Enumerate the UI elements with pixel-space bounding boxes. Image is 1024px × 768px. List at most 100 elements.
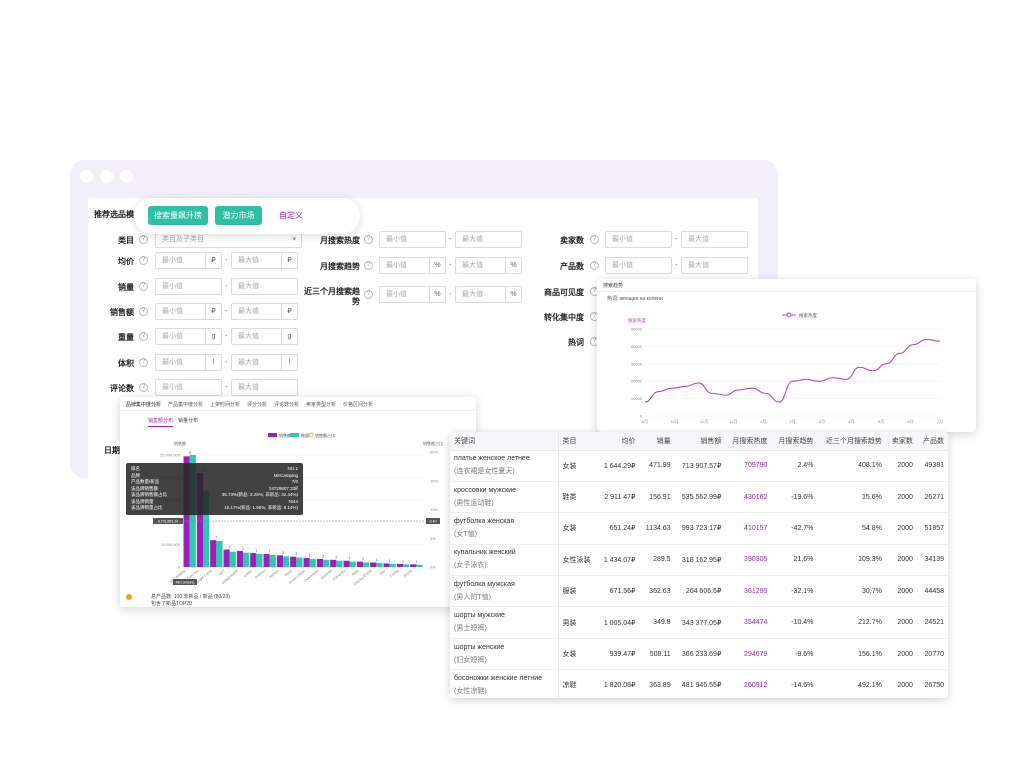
- y-right-tick: 10%: [430, 507, 438, 512]
- table-column-header[interactable]: 月搜索热度: [725, 432, 772, 451]
- table-column-header[interactable]: 均价: [597, 432, 640, 451]
- tooltip-key: 该品牌销售额占比: [131, 492, 167, 497]
- bar-data-label: 2: [229, 545, 231, 549]
- table-row[interactable]: шорты мужские (男士短裤) 男装 1 005.04₽ 349.8 343 3…: [450, 606, 948, 639]
- x-tick-label: Sahara: [268, 569, 279, 579]
- bar-quantity: [269, 554, 276, 567]
- mode-button-potential-market[interactable]: 潜力市场: [215, 206, 262, 225]
- bar-sales: [396, 563, 403, 567]
- sales-cell: 362.63: [639, 575, 675, 608]
- bar-quantity: [256, 554, 263, 567]
- keyword-translation: (男士短裤): [454, 625, 487, 633]
- analysis-tab[interactable]: 评分分析: [247, 402, 268, 408]
- monthly-heat-max-input[interactable]: 最大值: [455, 231, 522, 248]
- y-left-tick: 0: [178, 565, 181, 570]
- trend-card-subtitle: 热词: женщин на колени: [607, 296, 663, 302]
- table-row[interactable]: босоножки женские летние (女性凉鞋) 凉鞋 1 820.08…: [450, 669, 948, 698]
- sellers-cell: 2000: [885, 512, 917, 545]
- x-tick-label: 12月: [729, 419, 737, 424]
- mode-button-custom[interactable]: 自定义: [279, 211, 303, 220]
- table-column-header[interactable]: 月搜索趋势: [771, 432, 818, 451]
- avg_price-min-input[interactable]: 最小值 ₽: [155, 252, 222, 269]
- table-row[interactable]: кроссовки мужские (男性运动鞋) 鞋类 2 911.47₽ 156.9…: [450, 481, 948, 514]
- monthly-trend-min-input[interactable]: 最小值%: [379, 257, 446, 274]
- analysis-tab[interactable]: 评论数分析: [274, 402, 300, 408]
- sales-min-input[interactable]: 最小值: [155, 278, 222, 295]
- revenue-cell: 318 162.95₽: [674, 544, 726, 577]
- reviews-max-input[interactable]: 最大值: [231, 379, 298, 396]
- table-column-header[interactable]: 近三个月搜索趋势: [817, 432, 886, 451]
- table-row[interactable]: платье женское летнее (连衣裙是女性夏天) 女装 1 644.2…: [450, 450, 948, 482]
- analysis-tab[interactable]: 上架时间分析: [210, 402, 241, 408]
- analysis-subtab[interactable]: 销售额分布: [148, 417, 174, 427]
- products-max-input[interactable]: 最大值: [681, 257, 748, 274]
- table-column-header[interactable]: 关键词: [450, 432, 559, 451]
- analysis-tab[interactable]: 品牌集中度分析: [126, 402, 162, 408]
- bar-quantity: [376, 562, 383, 567]
- date-label: 日期: [104, 446, 120, 455]
- sellers-cell: 2000: [885, 606, 917, 639]
- y-right-tick: 15%: [430, 478, 438, 483]
- revenue-cell: 713 907.57₽: [674, 450, 726, 482]
- input-placeholder: 最小值: [162, 384, 183, 391]
- input-placeholder: 最小值: [386, 236, 407, 243]
- products-cell: 24521: [916, 606, 948, 639]
- table-row[interactable]: футболка мужская (男人的T恤) 服装 671.56₽ 362.63 26…: [450, 575, 948, 608]
- table-column-header[interactable]: 产品数: [916, 432, 948, 451]
- range-dash: -: [675, 260, 678, 269]
- footer-dot-icon: [126, 594, 132, 600]
- bar-data-label: 7: [215, 536, 217, 540]
- monthly-heat-min-input[interactable]: 最小值: [379, 231, 446, 248]
- analysis-tab[interactable]: 卖家类型分析: [306, 402, 337, 408]
- mode-button-search-rising[interactable]: 搜索量飙升榜: [148, 206, 208, 225]
- bar-tooltip: 排名 NO.1 品牌 MirCamping 产品数量/新品 7/0 该品牌销售额 247288…: [126, 463, 303, 515]
- volume-min-input[interactable]: 最小值 l: [155, 354, 222, 371]
- table-column-header[interactable]: 销量: [639, 432, 675, 451]
- table-column-header[interactable]: 销售额: [674, 432, 726, 451]
- sales-max-input[interactable]: 最大值: [231, 278, 298, 295]
- table-column-header[interactable]: 类目: [558, 432, 598, 451]
- bar-sales: [263, 554, 270, 567]
- reviews-min-input[interactable]: 最小值: [155, 379, 222, 396]
- reviews-label: 评论数: [110, 384, 134, 393]
- input-unit: %: [429, 258, 445, 273]
- y-right-tick: 0%: [430, 565, 436, 570]
- monthly-trend-max-input[interactable]: 最大值%: [455, 257, 522, 274]
- sellers-max-input[interactable]: 最大值: [681, 231, 748, 248]
- y-right-tick: 5%: [430, 536, 436, 541]
- tooltip-key: 排名: [131, 466, 140, 471]
- analysis-tab[interactable]: 价格区间分析: [343, 402, 374, 408]
- volume-max-input[interactable]: 最大值 l: [231, 354, 298, 371]
- weight-min-input[interactable]: 最小值 g: [155, 328, 222, 345]
- table-row[interactable]: шорты женские (妇女短裤) 女装 939.47₽ 508.11 366 23…: [450, 638, 948, 671]
- weight-max-input[interactable]: 最大值 g: [231, 328, 298, 345]
- table-row[interactable]: купальник женский (女子泳衣) 女性泳装 1 434.07₽ 289.…: [450, 544, 948, 577]
- analysis-tab[interactable]: 产品集中度分析: [168, 402, 204, 408]
- three-month-trend-max-input[interactable]: 最大值%: [455, 286, 522, 303]
- bar-sales: [316, 558, 323, 567]
- tooltip-key: 该品牌销量占比: [131, 505, 163, 510]
- table-column-header[interactable]: 卖家数: [885, 432, 917, 451]
- products-cell: 44458: [916, 575, 948, 608]
- input-placeholder: 最大值: [462, 236, 483, 243]
- revenue-max-input[interactable]: 最大值 ₽: [231, 303, 298, 320]
- table-row[interactable]: футболка женская (女T恤) 女装 651.24₽ 1134.63 993…: [450, 512, 948, 545]
- bar-data-label: 2: [282, 551, 284, 555]
- tooltip-value: MirCamping: [273, 472, 298, 478]
- avg_price-max-input[interactable]: 最大值 ₽: [231, 252, 298, 269]
- bar-data-label: 3: [295, 552, 297, 556]
- category-cell: 凉鞋: [558, 669, 598, 698]
- x-tick-label: Atlas: [351, 569, 360, 577]
- products-min-input[interactable]: 最小值: [605, 257, 672, 274]
- three-month-trend-min-input[interactable]: 最小值%: [379, 286, 446, 303]
- avg-price-cell: 2 911.47₽: [597, 481, 640, 514]
- range-dash: -: [449, 260, 452, 269]
- products-cell: 51857: [916, 512, 948, 545]
- revenue-min-input[interactable]: 最小值 ₽: [155, 303, 222, 320]
- tooltip-row: 该品牌销量占比 10.17%(新品: 1.96%; 非新品: 8.14%): [131, 505, 298, 512]
- analysis-subtab[interactable]: 销量分布: [178, 418, 199, 424]
- sellers-min-input[interactable]: 最小值: [605, 231, 672, 248]
- keyword-translation: (妇女短裤): [454, 656, 487, 664]
- bar-quantity: [363, 562, 370, 567]
- tooltip-value: 7/0: [291, 479, 298, 484]
